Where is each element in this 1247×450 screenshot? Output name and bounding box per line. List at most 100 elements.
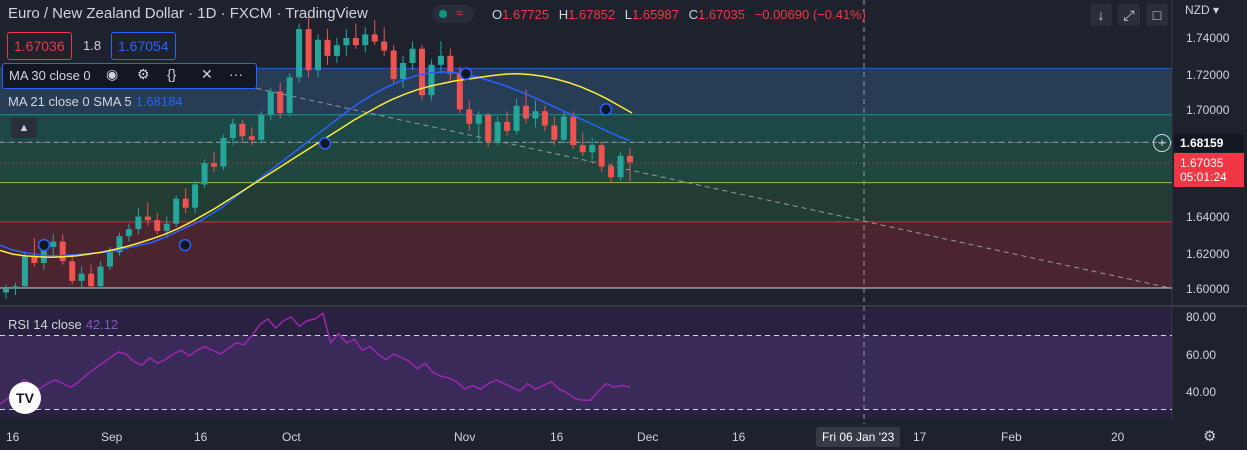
x-tick: Oct xyxy=(282,430,301,444)
chart-title: Euro / New Zealand Dollar · 1D · FXCM · … xyxy=(8,5,368,22)
rsi-tick: 80.00 xyxy=(1186,310,1217,324)
candle-body xyxy=(135,216,142,230)
candle-body xyxy=(485,114,492,142)
close-key: C xyxy=(688,7,699,22)
rsi-band xyxy=(0,335,1172,410)
candle-body xyxy=(560,116,567,140)
candle-body xyxy=(50,241,57,247)
rsi-legend[interactable]: RSI 14 close 42.12 xyxy=(8,317,118,332)
candle-body xyxy=(173,198,180,224)
candle-body xyxy=(428,64,435,96)
candle-body xyxy=(277,91,284,113)
settings-icon[interactable]: ⚙ xyxy=(137,66,150,82)
source-code-icon[interactable]: {} xyxy=(167,66,177,82)
candle-body xyxy=(456,73,463,110)
rsi-label: RSI 14 close xyxy=(8,317,82,332)
rsi-line xyxy=(0,312,631,405)
candle-body xyxy=(286,77,293,113)
candle-body xyxy=(541,111,548,126)
spread-value: 1.8 xyxy=(83,38,102,53)
x-tick: 16 xyxy=(6,430,20,444)
candle-body xyxy=(409,48,416,63)
price-tick: 1.64000 xyxy=(1186,210,1230,224)
market-open-icon xyxy=(439,10,447,18)
x-tick: 16 xyxy=(194,430,208,444)
candle-body xyxy=(362,34,369,46)
candle-body xyxy=(371,34,378,42)
rsi-tick: 40.00 xyxy=(1186,385,1217,399)
candle-body xyxy=(381,41,388,51)
candle-body xyxy=(513,105,520,131)
crosshair-date-tag: Fri 06 Jan '23 xyxy=(816,427,901,447)
eye-icon[interactable]: ◉ xyxy=(106,66,119,82)
market-status: ≈ xyxy=(432,5,474,23)
time-axis-bg xyxy=(0,420,1247,450)
collapse-icon[interactable]: ▲ xyxy=(11,118,37,138)
ma-cross-marker xyxy=(599,103,613,116)
download-icon[interactable]: ↓ xyxy=(1090,4,1112,26)
plus-icon[interactable]: + xyxy=(1153,134,1171,152)
high-key: H xyxy=(558,7,569,22)
maximize-icon[interactable]: □ xyxy=(1146,4,1168,26)
open-key: O xyxy=(492,7,503,22)
candle-body xyxy=(447,55,454,74)
candle-body xyxy=(3,288,9,293)
buy-button[interactable]: 1.67054 xyxy=(111,32,176,60)
candle-body xyxy=(97,266,104,287)
candle-body xyxy=(494,121,501,142)
sell-button[interactable]: 1.67036 xyxy=(7,32,72,60)
candle-body xyxy=(315,39,321,71)
tradingview-logo[interactable]: TV xyxy=(9,382,41,414)
candle-body xyxy=(69,261,76,281)
candle-body xyxy=(343,38,350,46)
candle-body xyxy=(352,38,359,46)
candle-body xyxy=(627,155,633,163)
currency-selector[interactable]: NZD ▾ xyxy=(1185,3,1220,17)
gear-icon[interactable]: ⚙ xyxy=(1203,428,1217,445)
candle-body xyxy=(333,45,340,56)
ma-cross-marker xyxy=(37,238,51,252)
candle-body xyxy=(182,198,189,208)
price-tick: 1.74000 xyxy=(1186,31,1230,45)
more-icon[interactable]: ··· xyxy=(229,66,243,82)
candle-body xyxy=(532,111,539,119)
candle-body xyxy=(324,39,331,56)
fullscreen-icon[interactable]: ⤢ xyxy=(1118,4,1140,26)
candle-body xyxy=(617,155,624,178)
candle-body xyxy=(12,286,19,289)
candle-body xyxy=(21,255,28,287)
candle-body xyxy=(608,166,615,178)
candle-body xyxy=(504,121,511,131)
ma21-label: MA 21 close 0 SMA 5 xyxy=(8,94,132,109)
candle-body xyxy=(598,145,605,167)
ohlc-readout: O1.67725 H1.67852 L1.65987 C1.67035 −0.0… xyxy=(492,7,872,22)
candle-body xyxy=(116,236,123,253)
ma-cross-marker xyxy=(178,238,192,252)
candle-body xyxy=(305,29,312,71)
candle-body xyxy=(390,50,397,80)
candle-body xyxy=(201,163,208,185)
close-icon[interactable]: ✕ xyxy=(201,66,213,82)
crosshair-price-tag: 1.68159 xyxy=(1174,134,1244,152)
candle-body xyxy=(248,136,255,140)
candle-body xyxy=(437,55,444,65)
ma-smooth-line xyxy=(0,72,633,259)
ma-cross-marker xyxy=(459,67,473,80)
x-tick: 16 xyxy=(732,430,746,444)
ma21-legend[interactable]: MA 21 close 0 SMA 5 1.68184 xyxy=(8,94,183,109)
ma30-label: MA 30 close 0 xyxy=(9,68,91,83)
wave-icon: ≈ xyxy=(456,6,463,20)
x-tick: Sep xyxy=(101,430,123,444)
candle-body xyxy=(107,252,113,267)
x-tick: 17 xyxy=(913,430,927,444)
candle-body xyxy=(211,163,217,167)
ma-cross-marker xyxy=(318,137,332,150)
change-value: −0.00690 (−0.41%) xyxy=(754,7,866,22)
candle-body xyxy=(31,255,38,263)
candle-body xyxy=(589,145,596,153)
ma30-legend[interactable]: MA 30 close 0 ◉ ⚙ {} ✕ ··· xyxy=(2,63,257,89)
candle-body xyxy=(570,116,577,146)
candle-body xyxy=(88,273,95,287)
x-tick: 20 xyxy=(1111,430,1125,444)
